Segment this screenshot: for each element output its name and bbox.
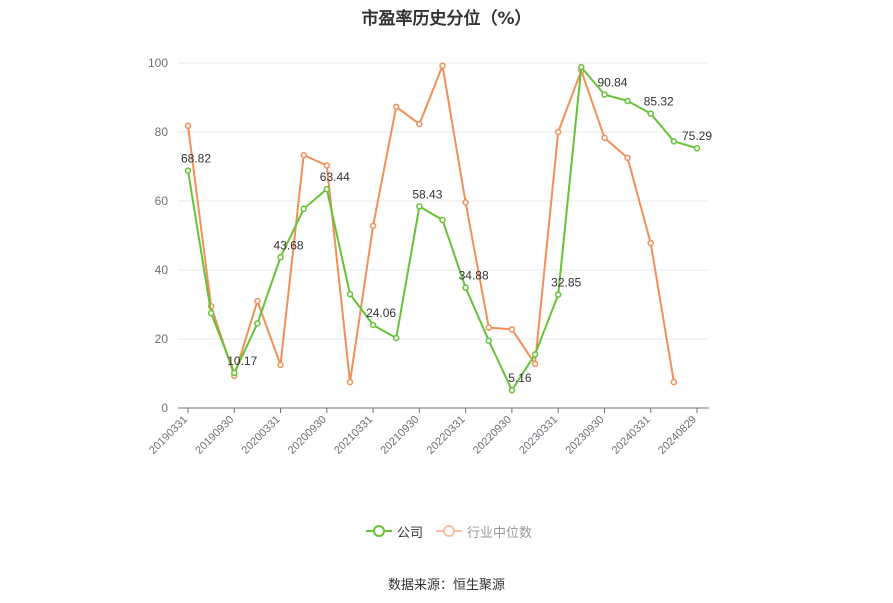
- legend-company-swatch: [366, 524, 392, 538]
- legend-company-label: 公司: [397, 525, 424, 541]
- company-data-point: [369, 321, 377, 329]
- y-tick-label: 80: [155, 125, 169, 139]
- data-source: 数据来源：恒生聚源: [387, 578, 505, 593]
- industry-data-point: [647, 239, 654, 247]
- chart-title: 市盈率历史分位（%）: [361, 9, 532, 29]
- company-data-point: [346, 290, 354, 298]
- company-data-point: [647, 110, 654, 117]
- x-tick-label: 20190930: [193, 414, 236, 457]
- company-data-point: [485, 337, 493, 344]
- y-tick-label: 40: [155, 263, 169, 277]
- company-data-point: [254, 320, 261, 327]
- company-data-point: [184, 167, 192, 174]
- industry-data-point: [346, 378, 354, 386]
- data-label: 75.29: [682, 129, 712, 143]
- company-data-point: [578, 63, 585, 71]
- company-data-point: [462, 284, 469, 291]
- industry-data-point: [184, 122, 192, 130]
- data-label: 34.88: [459, 269, 489, 283]
- company-data-point: [531, 351, 539, 358]
- company-data-point: [277, 254, 284, 261]
- x-tick-label: 20240331: [610, 414, 653, 457]
- x-tick-label: 20220331: [425, 414, 468, 457]
- company-data-point: [670, 138, 678, 145]
- data-label: 68.82: [181, 152, 211, 166]
- company-data-point: [392, 334, 400, 342]
- data-labels: 68.82 10.17 43.68 63.44 24.06 58.43 34.88 5.16 3…: [181, 76, 712, 386]
- series-lines: [184, 62, 701, 394]
- data-label: 85.32: [644, 95, 674, 109]
- company-data-point: [508, 386, 516, 394]
- data-label: 63.44: [320, 170, 350, 184]
- industry-data-point: [508, 326, 516, 333]
- legend-item-industry[interactable]: 行业中位数: [436, 521, 532, 541]
- data-label: 24.06: [366, 306, 396, 320]
- company-data-point: [207, 309, 215, 317]
- x-tick-label: 20220930: [471, 414, 514, 457]
- company-data-point: [601, 91, 608, 98]
- industry-data-point: [554, 128, 562, 136]
- x-tick-label: 20210331: [332, 414, 375, 457]
- company-data-point: [416, 203, 423, 210]
- x-tick-label: 20190331: [147, 414, 190, 457]
- legend-industry-label: 行业中位数: [467, 525, 533, 541]
- legend: 公司 行业中位数: [0, 521, 893, 541]
- x-tick-label: 20240829: [656, 414, 699, 457]
- industry-data-point: [369, 222, 377, 230]
- industry-data-point: [300, 151, 307, 159]
- data-label: 43.68: [274, 238, 304, 252]
- data-label: 32.85: [551, 276, 581, 290]
- company-data-point: [693, 144, 701, 152]
- company-data-point: [323, 185, 331, 193]
- x-tick-label: 20200930: [286, 414, 329, 457]
- y-tick-label: 0: [161, 401, 168, 415]
- company-data-point: [300, 205, 307, 213]
- industry-data-point: [439, 62, 446, 70]
- company-data-point: [439, 216, 446, 224]
- legend-industry-swatch: [436, 524, 462, 538]
- industry-data-point: [254, 297, 261, 305]
- x-tick-label: 20230331: [517, 414, 560, 457]
- company-data-point: [554, 291, 562, 298]
- company-data-point: [231, 369, 238, 377]
- x-tick-label: 20200331: [240, 414, 283, 457]
- industry-data-point: [531, 360, 539, 368]
- industry-data-point: [416, 120, 423, 128]
- industry-data-point: [601, 134, 608, 142]
- y-tick-label: 60: [155, 194, 169, 208]
- series-line-company: [187, 66, 698, 392]
- y-tick-label: 20: [155, 332, 169, 346]
- axes: 0 20 40 60 80 100 20190331 20190930 20200331 2020…: [147, 56, 709, 457]
- y-tick-label: 100: [148, 56, 168, 70]
- industry-data-point: [323, 162, 331, 169]
- data-label: 58.43: [412, 187, 442, 201]
- x-tick-label: 20210930: [378, 414, 421, 457]
- industry-data-point: [485, 324, 493, 331]
- industry-data-point: [462, 199, 469, 206]
- company-data-point: [624, 97, 631, 105]
- industry-data-point: [670, 378, 678, 386]
- industry-data-point: [277, 361, 284, 369]
- industry-data-point: [624, 154, 631, 162]
- x-tick-label: 20230930: [563, 414, 606, 457]
- data-label: 5.16: [508, 371, 532, 385]
- data-label: 10.17: [227, 354, 257, 368]
- data-label: 90.84: [597, 76, 627, 90]
- grid-lines: [178, 62, 709, 340]
- industry-data-point: [392, 103, 400, 111]
- series-line-industry: [187, 64, 675, 384]
- legend-item-company[interactable]: 公司: [366, 521, 423, 541]
